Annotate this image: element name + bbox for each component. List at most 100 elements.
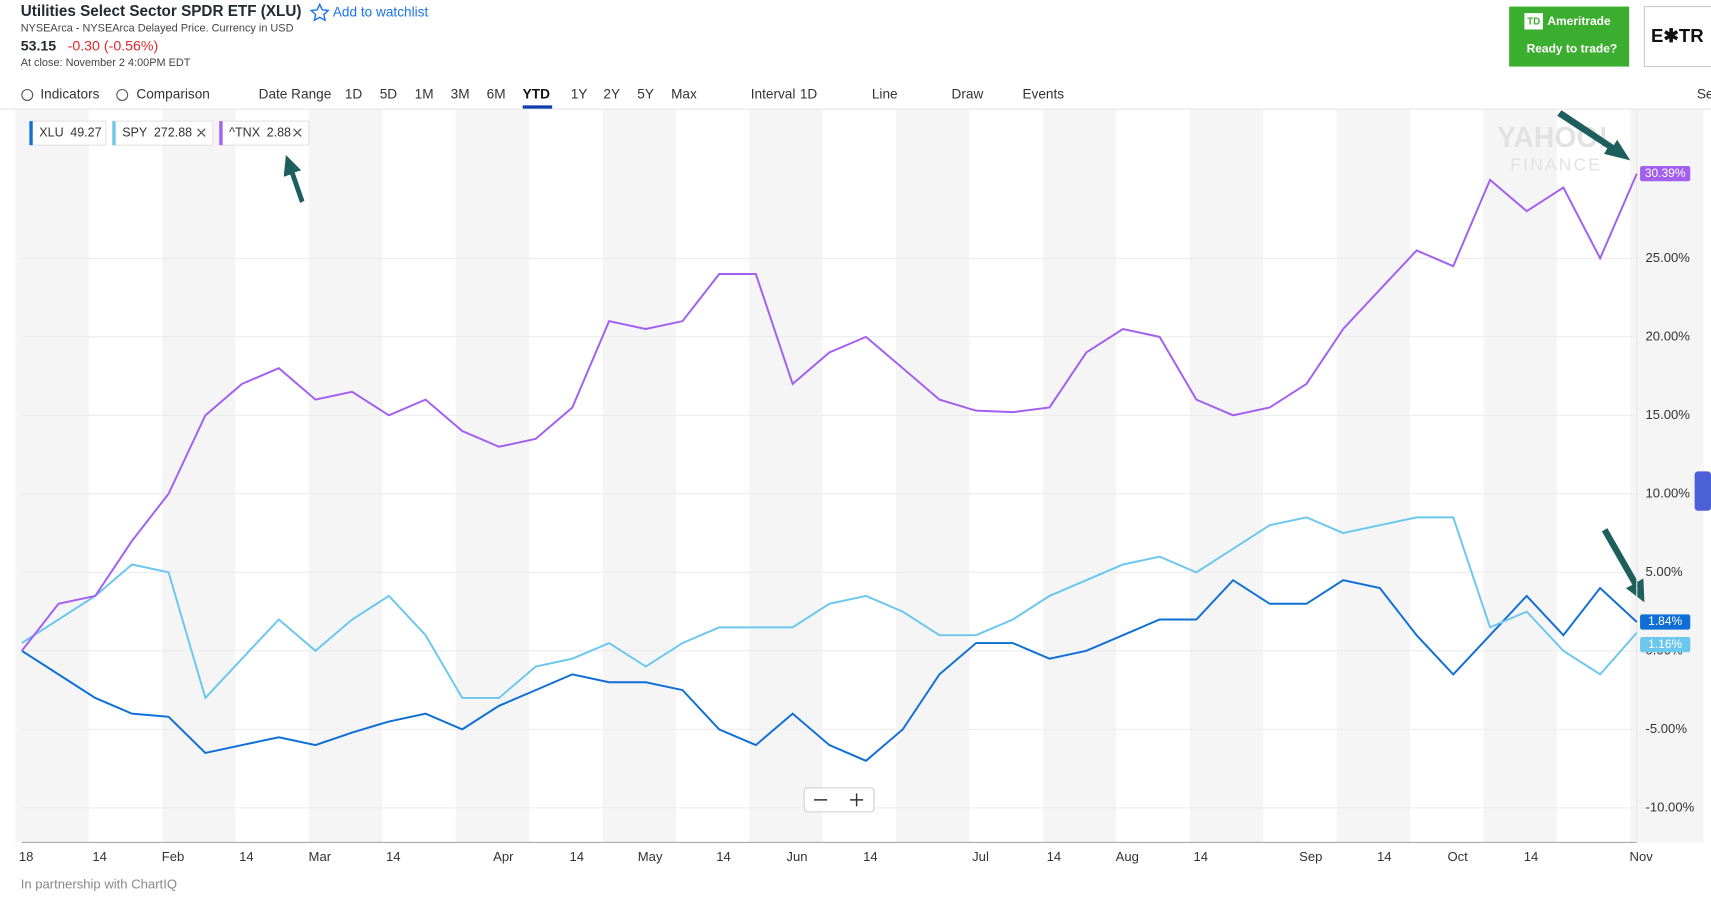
toolbar-item[interactable]: 1D xyxy=(345,87,363,102)
toolbar-item[interactable]: 1Y xyxy=(571,87,588,102)
x-tick-label: 14 xyxy=(569,849,584,864)
shaded-band xyxy=(1630,109,1704,843)
shaded-band xyxy=(308,109,383,843)
series-line xyxy=(21,173,1638,652)
x-tick-label: May xyxy=(638,849,663,864)
annotation-arrows xyxy=(283,110,1645,603)
legend-swatch xyxy=(219,121,223,146)
watermark: FINANCE xyxy=(1510,154,1602,174)
x-tick-label: 14 xyxy=(716,849,731,864)
legend-name: SPY xyxy=(122,125,148,139)
shaded-band xyxy=(1189,109,1264,843)
x-tick-label: 14 xyxy=(1047,849,1062,864)
shaded-band xyxy=(749,109,823,843)
x-tick-label: Aug xyxy=(1116,849,1139,864)
watchlist-link[interactable]: Add to watchlist xyxy=(333,5,429,20)
toolbar-item[interactable]: 3M xyxy=(451,87,470,102)
x-tick-label: Mar xyxy=(309,849,332,864)
ad-logo-box xyxy=(1524,13,1543,30)
end-label: 1.84% xyxy=(1648,614,1682,628)
toolbar-item[interactable]: Events xyxy=(1022,87,1064,102)
side-tab[interactable] xyxy=(1694,471,1711,511)
toolbar-item[interactable]: 5D xyxy=(380,87,398,102)
toolbar-item[interactable]: Comparison xyxy=(136,87,209,102)
toolbar-item[interactable]: 1M xyxy=(415,87,434,102)
exchange: NYSEArca - NYSEArca Delayed Price. Curre… xyxy=(21,22,294,34)
x-tick-label: Oct xyxy=(1447,849,1468,864)
x-tick-label: 14 xyxy=(1193,849,1208,864)
footer: In partnership with ChartIQ xyxy=(21,876,177,891)
end-label: 30.39% xyxy=(1645,166,1686,180)
watermark: YAHOO! xyxy=(1497,122,1608,154)
zoom-buttons[interactable] xyxy=(814,793,864,807)
legend-swatch xyxy=(112,121,116,146)
series-line xyxy=(21,516,1638,700)
legend-price: 49.27 xyxy=(70,125,101,139)
legend-name: XLU xyxy=(39,125,63,139)
toolbar-item[interactable]: Max xyxy=(671,87,697,102)
x-tick-label: Nov xyxy=(1630,849,1654,864)
toolbar-item[interactable]: Date Range xyxy=(259,87,332,102)
remove-icon[interactable] xyxy=(197,128,206,137)
y-tick-label: 15.00% xyxy=(1646,407,1691,422)
legend-price: 2.88 xyxy=(267,125,291,139)
shaded-band xyxy=(602,109,676,843)
legend-chip[interactable]: XLU 49.27 xyxy=(28,120,107,146)
y-tick-label: 5.00% xyxy=(1646,564,1683,579)
title: Utilities Select Sector SPDR ETF (XLU) xyxy=(21,3,302,20)
shaded-band xyxy=(162,109,236,843)
ad-logo: TD xyxy=(1527,16,1540,27)
ad-2-text: E✱TR xyxy=(1651,25,1704,46)
shaded-band xyxy=(455,109,530,843)
remove-icon[interactable] xyxy=(293,128,302,137)
toolbar-item[interactable]: 1D xyxy=(800,87,818,102)
y-tick-label: 25.00% xyxy=(1646,250,1691,265)
change: -0.30 (-0.56%) xyxy=(68,39,159,55)
toolbar-item[interactable]: Interval xyxy=(751,87,796,102)
x-tick-label: 14 xyxy=(386,849,401,864)
toolbar-item[interactable]: Se xyxy=(1697,87,1711,102)
plus-icon xyxy=(116,88,129,101)
ad-box-2[interactable] xyxy=(1643,6,1711,68)
legend-name: ^TNX xyxy=(229,125,261,139)
toolbar-item[interactable]: Indicators xyxy=(40,87,99,102)
shaded-band xyxy=(15,109,89,843)
star-icon[interactable] xyxy=(309,2,330,22)
legend-price: 272.88 xyxy=(154,125,192,139)
end-label-box xyxy=(1640,637,1691,653)
x-tick-label: 18 xyxy=(19,849,34,864)
end-label: 1.16% xyxy=(1648,637,1682,651)
toolbar-item[interactable]: 5Y xyxy=(637,87,654,102)
shaded-band xyxy=(1042,109,1117,843)
legend-chip-box xyxy=(28,120,107,146)
price: 53.15 xyxy=(21,39,57,55)
series-line xyxy=(21,578,1638,762)
close-time: At close: November 2 4:00PM EDT xyxy=(21,57,191,69)
x-tick-label: 14 xyxy=(863,849,878,864)
toolbar-item[interactable]: Draw xyxy=(952,87,984,102)
shaded-band xyxy=(1336,109,1411,843)
x-tick-label: 14 xyxy=(239,849,254,864)
x-tick-label: Apr xyxy=(493,849,514,864)
legend-chip[interactable]: SPY 272.88 xyxy=(111,120,214,146)
toolbar-item[interactable]: 2Y xyxy=(603,87,620,102)
end-label-box xyxy=(1640,614,1691,630)
toolbar-item[interactable]: YTD xyxy=(523,87,550,102)
x-tick-label: Feb xyxy=(162,849,185,864)
x-tick-label: Jul xyxy=(972,849,989,864)
toolbar-item[interactable]: 6M xyxy=(487,87,506,102)
x-tick-label: Sep xyxy=(1299,849,1322,864)
ad-brand: Ameritrade xyxy=(1547,14,1611,28)
toolbar-item[interactable]: Line xyxy=(872,87,898,102)
shaded-band xyxy=(896,109,970,843)
x-tick-label: 14 xyxy=(92,849,107,864)
legend-chip[interactable]: ^TNX 2.88 xyxy=(218,120,310,146)
y-tick-label: -10.00% xyxy=(1646,799,1695,814)
legend-swatch xyxy=(29,121,33,146)
end-label-box xyxy=(1640,166,1691,182)
y-tick-label: 20.00% xyxy=(1646,328,1691,343)
ad-tagline: Ready to trade? xyxy=(1527,41,1618,55)
legend-chip-box xyxy=(111,120,214,146)
plus-icon xyxy=(21,88,34,101)
